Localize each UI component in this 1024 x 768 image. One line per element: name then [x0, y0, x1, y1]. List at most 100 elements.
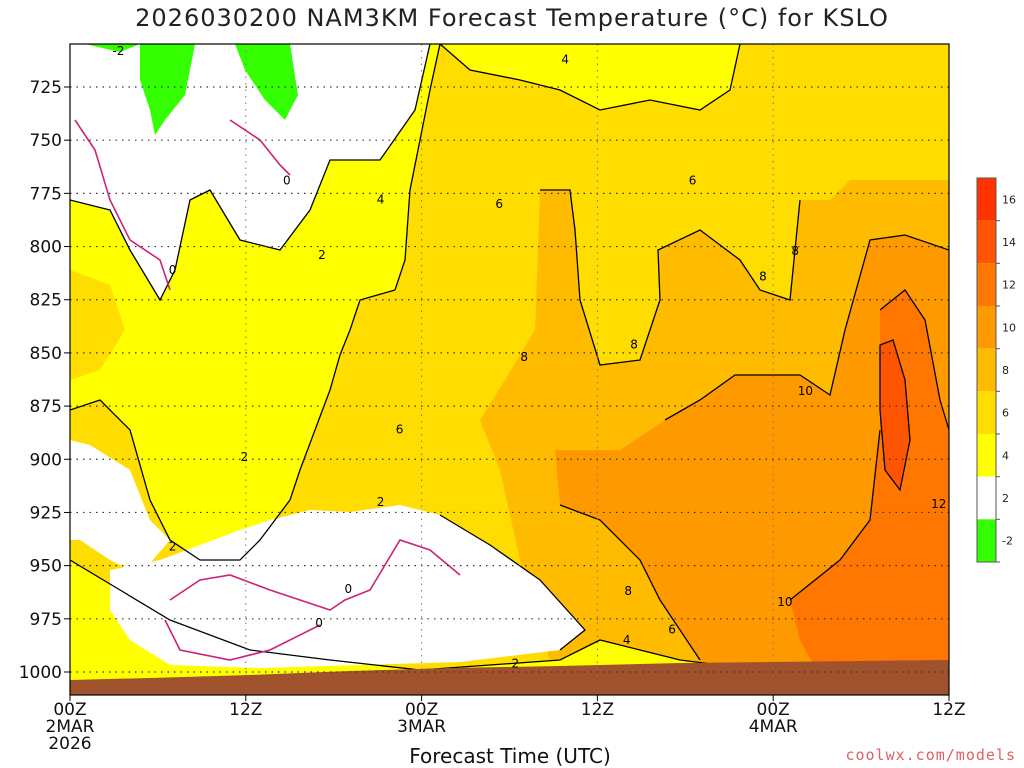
contour-line [879, 339, 911, 492]
y-tick-label: 950 [30, 557, 62, 577]
field-below-zero-3 [235, 44, 298, 120]
colorbar-swatch [977, 391, 996, 434]
contour-label: 6 [689, 174, 697, 188]
colorbar-swatch [977, 263, 996, 306]
x-axis-label: Forecast Time (UTC) [409, 744, 611, 768]
colorbar-swatch [977, 306, 996, 349]
contour-label: 10 [798, 384, 813, 398]
contour-label: 4 [623, 633, 631, 647]
contour-label: 12 [931, 497, 946, 511]
contour-line-zero [229, 119, 291, 176]
contour-label: 2 [241, 450, 249, 464]
contour-label: 8 [624, 584, 632, 598]
colorbar-label: 2 [1002, 492, 1009, 505]
contour-line [540, 189, 801, 366]
colorbar-swatch [977, 348, 996, 392]
x-tick-label: 12Z [229, 700, 262, 720]
colorbar-swatch [977, 434, 996, 477]
y-tick-label: 850 [30, 344, 62, 364]
contour-line [879, 289, 949, 431]
contour-label: 0 [283, 174, 291, 188]
contour-label: 2 [512, 656, 520, 670]
contour-label: 0 [315, 616, 323, 630]
y-tick-label: 800 [30, 238, 62, 258]
contour-labels: -2 0 0 4 4 2 6 6 8 8 8 8 10 6 2 2 2 12 10 0 0 8 6 4 2 [112, 44, 946, 671]
contour-label: 10 [777, 595, 792, 609]
field-cold-left [70, 440, 170, 575]
chart-title: 2026030200 NAM3KM Forecast Temperature (… [135, 4, 889, 32]
contour-label: 2 [318, 248, 326, 262]
y-tick-label: 875 [30, 397, 62, 417]
x-tick-label: 00Z [405, 700, 438, 720]
colorbar-label: 12 [1002, 279, 1016, 292]
x-tick-label: 4MAR [749, 717, 798, 737]
field-below-zero-2 [85, 44, 140, 52]
plot-frame [69, 43, 950, 696]
colorbar-swatch [977, 178, 996, 221]
contour-line [439, 514, 586, 651]
contour-label: 8 [759, 269, 767, 283]
contour-line [70, 44, 431, 302]
contour-label: 8 [630, 337, 638, 351]
contour-label: 0 [169, 263, 177, 277]
x-tick-label: 2026 [48, 734, 91, 754]
field-below-zero [140, 44, 195, 135]
contour-line-zero [164, 619, 321, 661]
x-tick-label: 00Z [53, 700, 86, 720]
colorbar-swatch [977, 220, 996, 264]
contour-label: 2 [377, 495, 385, 509]
plot-field [70, 44, 949, 695]
surface-terrain [70, 660, 949, 695]
contour-label: 4 [377, 193, 385, 207]
grid-lines [70, 44, 949, 695]
x-tick-label: 12Z [581, 700, 614, 720]
x-tick-label: 2MAR [46, 717, 95, 737]
contour-line [664, 234, 949, 421]
contour-label: -2 [112, 44, 124, 58]
y-tick-label: 925 [30, 503, 62, 523]
contour-line-zero [169, 539, 461, 611]
contour-label: 4 [561, 52, 569, 66]
y-tick-label: 825 [30, 291, 62, 311]
colorbar-label: 10 [1002, 321, 1016, 334]
colorbar-label: 14 [1002, 236, 1016, 249]
x-tick-label: 00Z [757, 700, 790, 720]
contour-label: 2 [169, 539, 177, 553]
y-tick-label: 750 [30, 131, 62, 151]
contour-line-zero [74, 119, 171, 291]
x-tick-label: 3MAR [397, 717, 446, 737]
contour-label: 6 [396, 422, 404, 436]
colorbar: 16 14 12 10 8 6 4 2 -2 [976, 177, 1016, 563]
contour-line [70, 289, 396, 561]
contour-label: 8 [791, 244, 799, 258]
y-axis: 725 750 775 800 825 850 875 900 925 950 975 1000 [19, 78, 70, 683]
contour-label: 6 [495, 197, 503, 211]
colorbar-label: 8 [1002, 364, 1009, 377]
x-tick-label: 12Z [932, 700, 965, 720]
field-14-16 [880, 340, 910, 490]
contour-line [394, 44, 441, 291]
y-tick-label: 900 [30, 450, 62, 470]
contour-line [439, 44, 741, 111]
colorbar-label: 4 [1002, 449, 1009, 462]
colorbar-swatch [977, 519, 996, 562]
colorbar-swatch [977, 476, 996, 520]
credit-text: coolwx.com/models [845, 746, 1016, 764]
contour-line [559, 504, 701, 661]
y-tick-label: 1000 [19, 663, 62, 683]
contour-label: 8 [520, 350, 528, 364]
field-12-14 [790, 290, 949, 695]
y-tick-label: 775 [30, 184, 62, 204]
field-cold-lower [110, 505, 585, 668]
colorbar-label: -2 [1002, 535, 1013, 548]
y-tick-label: 725 [30, 78, 62, 98]
field-2-4-top-right [440, 44, 740, 110]
colorbar-frame [976, 177, 997, 563]
colorbar-label: 16 [1002, 193, 1016, 206]
freezing-contours [74, 119, 461, 661]
contour-label: 6 [668, 622, 676, 636]
y-tick-label: 975 [30, 610, 62, 630]
colorbar-label: 6 [1002, 407, 1009, 420]
